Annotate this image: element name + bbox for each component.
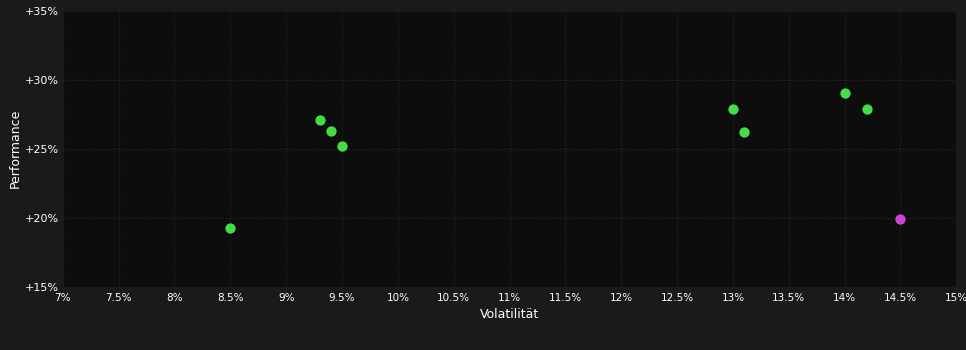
Point [222, 225, 238, 230]
Point [323, 128, 338, 134]
Point [334, 143, 350, 149]
Y-axis label: Performance: Performance [9, 109, 21, 188]
Point [860, 106, 875, 111]
Point [725, 106, 741, 111]
Point [736, 130, 752, 135]
Point [837, 91, 852, 96]
Point [312, 117, 327, 122]
Point [893, 216, 908, 222]
X-axis label: Volatilität: Volatilität [480, 308, 539, 321]
